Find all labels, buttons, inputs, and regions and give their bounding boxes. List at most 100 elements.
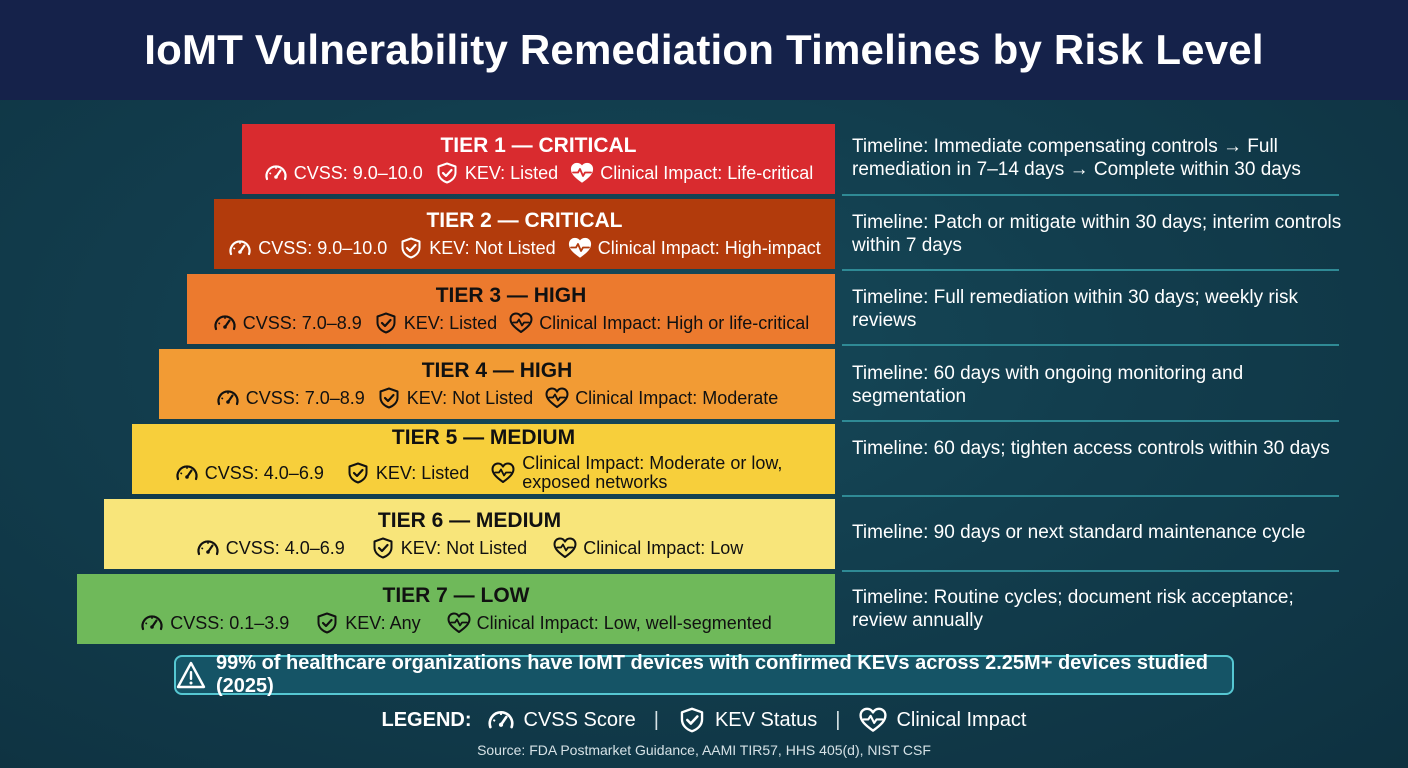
page-title: IoMT Vulnerability Remediation Timelines… [144, 26, 1264, 73]
tier-bar-4: TIER 4 — HIGH CVSS: 7.0–8.9 KEV: Not Lis… [159, 349, 835, 419]
divider [842, 570, 1339, 572]
divider [842, 495, 1339, 497]
impact-label: Clinical Impact: High-impact [597, 238, 821, 258]
tier-meta: CVSS: 9.0–10.0 KEV: Not Listed Clinical … [228, 237, 821, 259]
tier-bar-3: TIER 3 — HIGH CVSS: 7.0–8.9 KEV: Listed … [187, 274, 835, 344]
tier-bar-5: TIER 5 — MEDIUM CVSS: 4.0–6.9 KEV: Liste… [132, 424, 835, 494]
heartbeat-icon [491, 462, 515, 484]
legend-item-impact: Clinical Impact [858, 707, 1027, 733]
kev-item: KEV: Listed [346, 462, 469, 484]
kev-label: KEV: Not Listed [400, 538, 528, 558]
tier-meta: CVSS: 7.0–8.9 KEV: Listed Clinical Impac… [213, 312, 809, 334]
cvss-label: CVSS: 7.0–8.9 [242, 313, 362, 333]
cvss-item: CVSS: 9.0–10.0 [264, 162, 423, 184]
legend-text: Clinical Impact [896, 708, 1027, 731]
kev-item: KEV: Not Listed [371, 537, 527, 559]
warning-icon [176, 661, 206, 689]
heartbeat-icon [570, 162, 594, 184]
divider [842, 194, 1339, 196]
gauge-icon [196, 537, 220, 559]
heartbeat-icon [509, 312, 533, 334]
legend-text: KEV Status [714, 708, 818, 731]
tier-title: TIER 6 — MEDIUM [377, 509, 562, 532]
impact-label: Clinical Impact: Life-critical [600, 163, 814, 183]
gauge-icon [213, 312, 237, 334]
tier-bar-1: TIER 1 — CRITICAL CVSS: 9.0–10.0 KEV: Li… [242, 124, 835, 194]
cvss-label: CVSS: 9.0–10.0 [293, 163, 423, 183]
kev-item: KEV: Not Listed [377, 387, 533, 409]
shield-check-icon [371, 537, 395, 559]
heartbeat-icon [553, 537, 577, 559]
cvss-label: CVSS: 7.0–8.9 [245, 388, 365, 408]
tier-meta: CVSS: 7.0–8.9 KEV: Not Listed Clinical I… [216, 387, 778, 409]
timeline-tier-3: Timeline: Full remediation within 30 day… [852, 287, 1298, 331]
tier-meta: CVSS: 0.1–3.9 KEV: Any Clinical Impact: … [140, 612, 772, 634]
shield-check-icon [377, 387, 401, 409]
gauge-icon [216, 387, 240, 409]
timeline-tier-4: Timeline: 60 days with ongoing monitorin… [852, 363, 1244, 407]
legend-separator: | [835, 708, 841, 731]
impact-label: Clinical Impact: Moderate or low, expose… [522, 453, 783, 492]
timeline-tier-5: Timeline: 60 days; tighten access contro… [852, 438, 1330, 459]
gauge-icon [486, 707, 516, 733]
timeline-tier-1: Timeline: Immediate compensating control… [852, 136, 1301, 180]
cvss-item: CVSS: 4.0–6.9 [196, 537, 345, 559]
cvss-item: CVSS: 0.1–3.9 [140, 612, 289, 634]
stat-text: 99% of healthcare organizations have IoM… [216, 652, 1209, 697]
heartbeat-icon [447, 612, 471, 634]
heartbeat-icon [858, 707, 888, 733]
gauge-icon [228, 237, 252, 259]
kev-label: KEV: Listed [375, 463, 470, 483]
kev-label: KEV: Any [345, 613, 421, 633]
kev-item: KEV: Listed [374, 312, 497, 334]
kev-label: KEV: Listed [464, 163, 559, 183]
gauge-icon [140, 612, 164, 634]
shield-check-icon [399, 237, 423, 259]
kev-label: KEV: Not Listed [429, 238, 556, 258]
legend-text: CVSS Score [523, 708, 636, 731]
shield-check-icon [315, 612, 339, 634]
cvss-item: CVSS: 7.0–8.9 [216, 387, 365, 409]
impact-label: Clinical Impact: Low [583, 538, 744, 558]
tier-meta: CVSS: 4.0–6.9 KEV: Listed Clinical Impac… [175, 454, 792, 492]
legend: LEGEND: CVSS Score | KEV Status | Clinic… [0, 705, 1408, 735]
cvss-item: CVSS: 7.0–8.9 [213, 312, 362, 334]
shield-check-icon [346, 462, 370, 484]
tier-bar-2: TIER 2 — CRITICAL CVSS: 9.0–10.0 KEV: No… [214, 199, 835, 269]
cvss-label: CVSS: 9.0–10.0 [258, 238, 388, 258]
impact-label: Clinical Impact: Low, well-segmented [476, 613, 772, 633]
impact-item: Clinical Impact: High or life-critical [509, 312, 809, 334]
heartbeat-icon [545, 387, 569, 409]
tier-title: TIER 4 — HIGH [421, 359, 573, 382]
timeline-tier-7: Timeline: Routine cycles; document risk … [852, 587, 1294, 631]
kev-item: KEV: Any [315, 612, 421, 634]
tier-title: TIER 2 — CRITICAL [426, 209, 623, 232]
cvss-label: CVSS: 0.1–3.9 [170, 613, 290, 633]
tier-title: TIER 7 — LOW [382, 584, 530, 607]
impact-item: Clinical Impact: Low, well-segmented [447, 612, 772, 634]
cvss-item: CVSS: 9.0–10.0 [228, 237, 387, 259]
tier-meta: CVSS: 4.0–6.9 KEV: Not Listed Clinical I… [196, 537, 743, 559]
impact-label: Clinical Impact: High or life-critical [539, 313, 810, 333]
impact-item: Clinical Impact: Low [553, 537, 743, 559]
divider [842, 344, 1339, 346]
tier-meta: CVSS: 9.0–10.0 KEV: Listed Clinical Impa… [264, 162, 814, 184]
legend-item-kev: KEV Status [677, 707, 817, 733]
kev-item: KEV: Listed [435, 162, 558, 184]
legend-separator: | [653, 708, 659, 731]
kev-item: KEV: Not Listed [399, 237, 556, 259]
timeline-tier-6: Timeline: 90 days or next standard maint… [852, 522, 1306, 543]
impact-item: Clinical Impact: Moderate or low, expose… [491, 454, 792, 492]
gauge-icon [264, 162, 288, 184]
shield-check-icon [677, 707, 707, 733]
kev-label: KEV: Not Listed [406, 388, 534, 408]
tier-title: TIER 5 — MEDIUM [391, 426, 576, 449]
impact-label: Clinical Impact: Moderate [575, 388, 779, 408]
tier-title: TIER 3 — HIGH [435, 284, 587, 307]
kev-label: KEV: Listed [403, 313, 498, 333]
impact-item: Clinical Impact: Moderate [545, 387, 778, 409]
source-note: Source: FDA Postmarket Guidance, AAMI TI… [477, 742, 931, 758]
divider [842, 269, 1339, 271]
tier-title: TIER 1 — CRITICAL [440, 134, 637, 157]
tier-bar-7: TIER 7 — LOW CVSS: 0.1–3.9 KEV: Any Clin… [77, 574, 835, 644]
